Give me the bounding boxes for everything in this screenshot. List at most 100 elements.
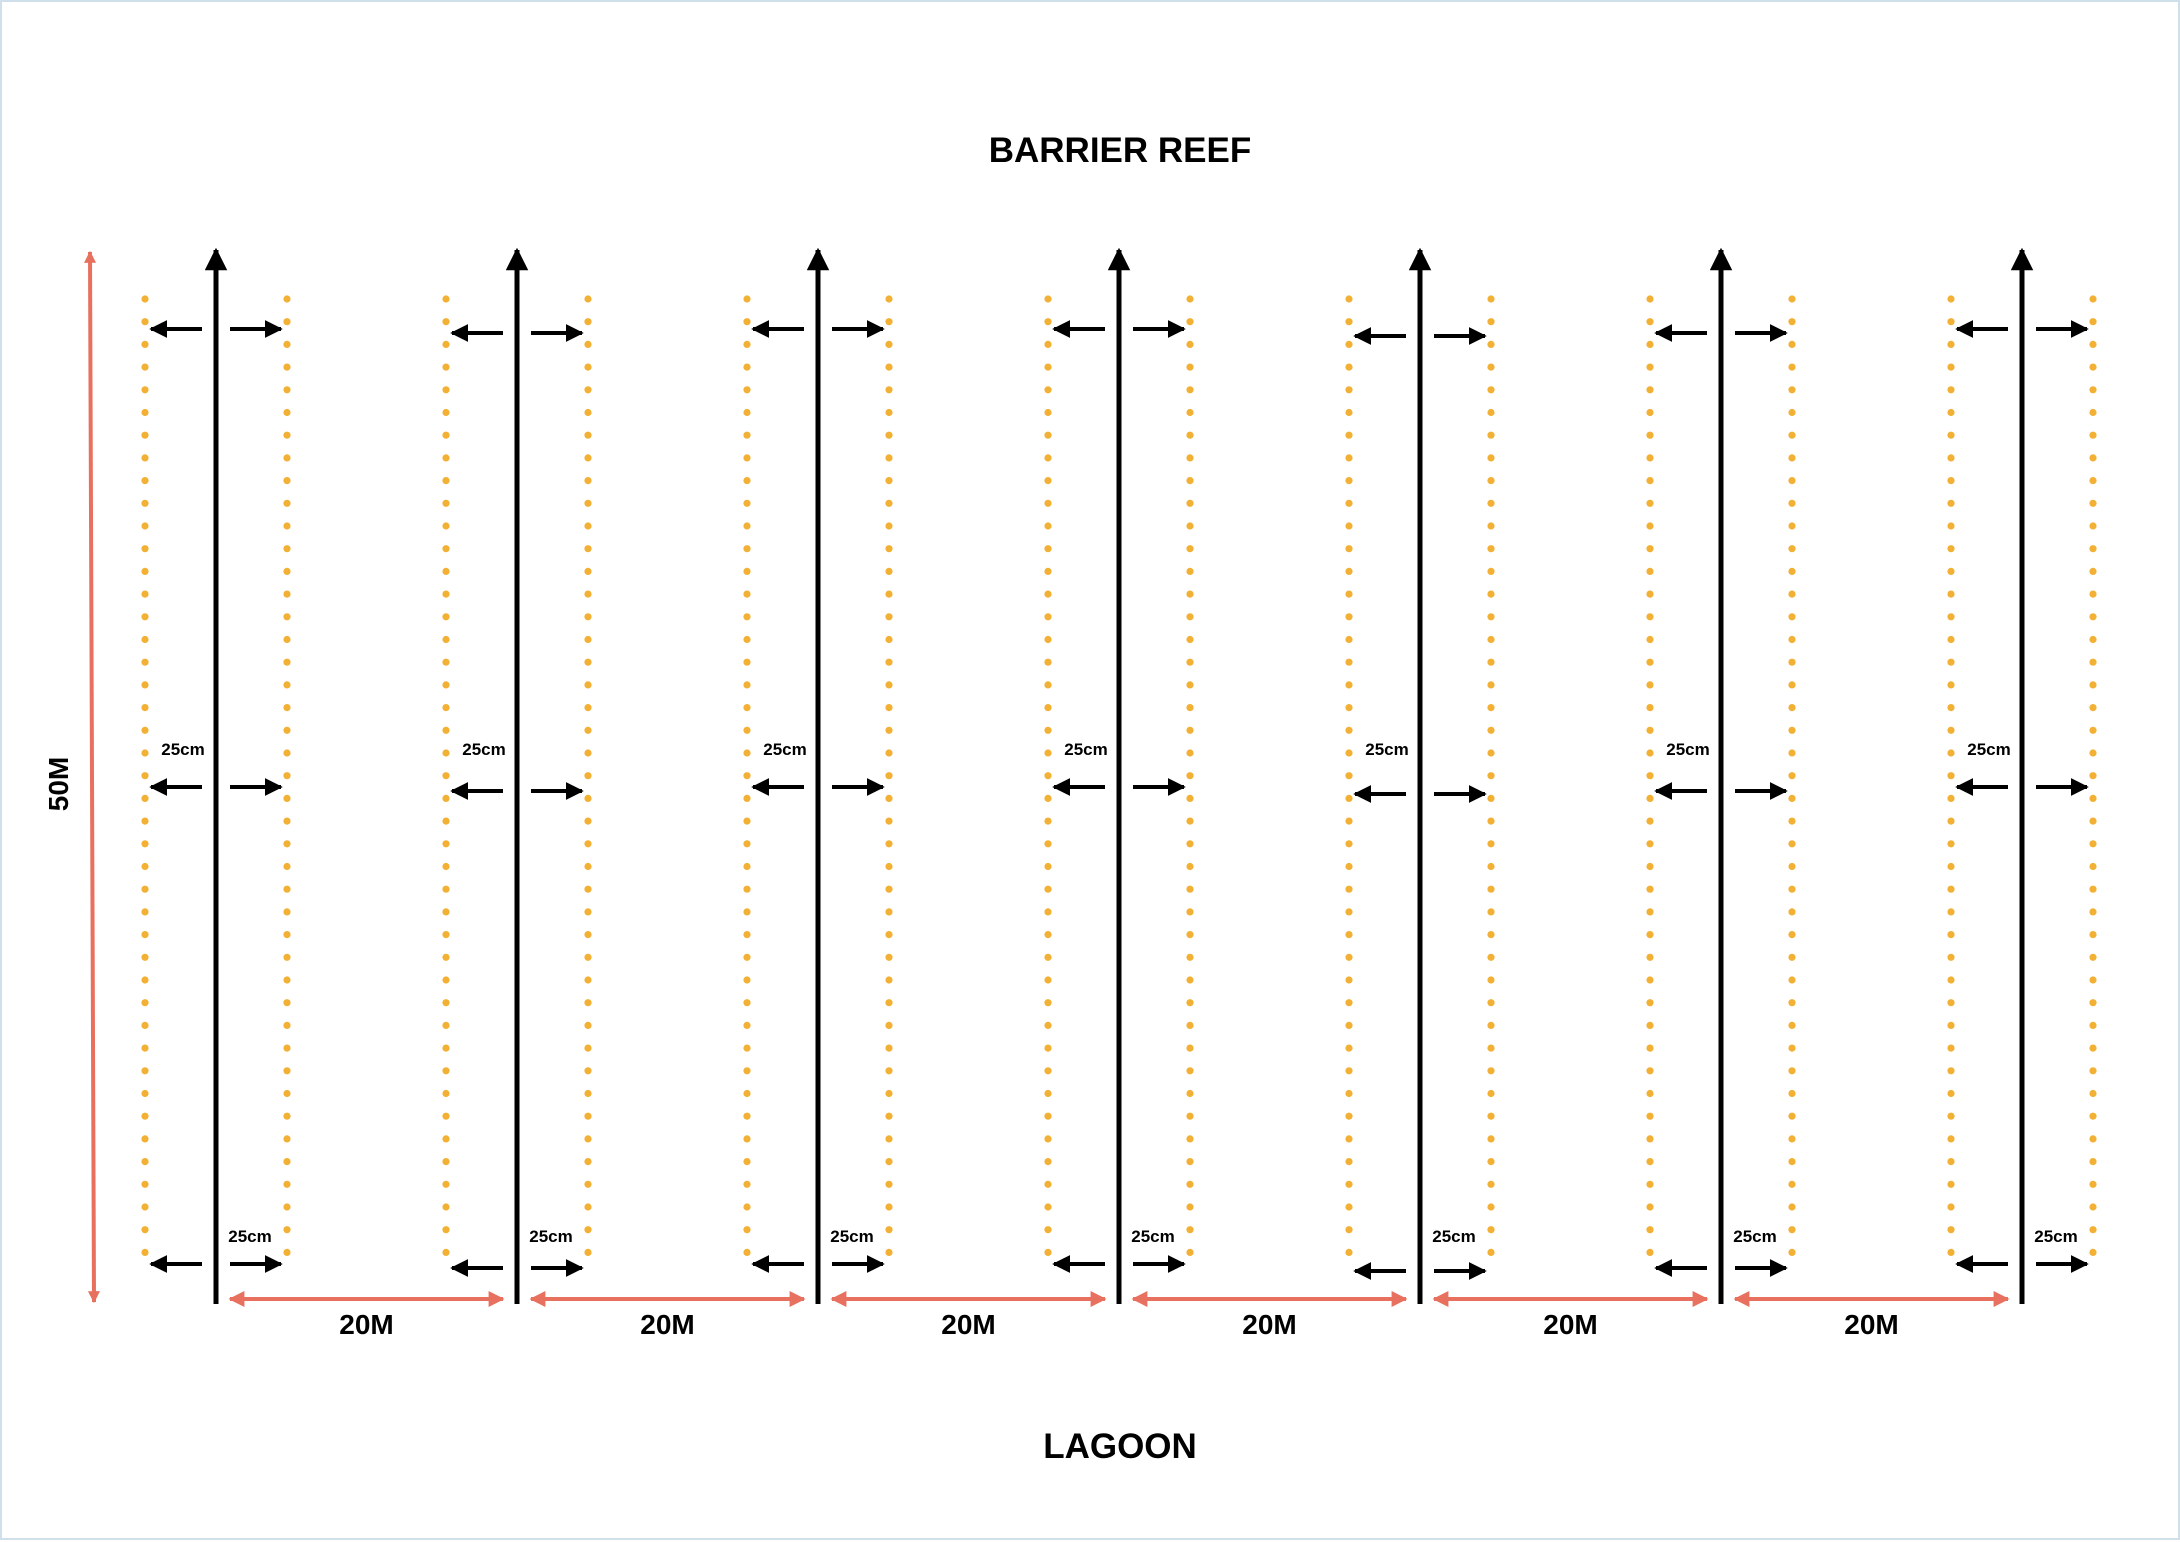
quadrat-dot xyxy=(743,885,751,893)
quadrat-dot xyxy=(442,318,450,326)
quadrat-boundary-left xyxy=(1345,295,1353,1256)
quadrat-dot xyxy=(283,953,291,961)
quadrat-dot xyxy=(1947,1248,1955,1256)
quadrat-dot xyxy=(283,318,291,326)
quadrat-dot xyxy=(1186,590,1194,598)
quadrat-dot xyxy=(885,794,893,803)
quadrat-dot xyxy=(1345,1180,1353,1188)
quadrat-dot xyxy=(1788,1112,1796,1120)
quadrat-dot xyxy=(584,1158,592,1166)
quadrat-dot xyxy=(1487,1135,1495,1143)
quadrat-dot xyxy=(1345,1044,1353,1052)
quadrat-dot xyxy=(2089,454,2097,462)
quadrat-dot xyxy=(584,772,592,780)
quadrat-dot xyxy=(1044,704,1052,712)
quadrat-dot xyxy=(283,1158,291,1166)
quadrat-dot xyxy=(141,1180,149,1188)
quadrat-dot xyxy=(1186,635,1194,644)
quadrat-boundary-right xyxy=(1487,295,1495,1256)
quadrat-dot xyxy=(1186,499,1194,507)
quadrat-dot xyxy=(1487,431,1495,439)
quadrat-dot xyxy=(442,931,450,939)
offset-label-mid: 25cm xyxy=(462,740,505,759)
quadrat-dot xyxy=(2089,658,2097,666)
spacing-dimension-label: 20M xyxy=(1543,1309,1597,1340)
quadrat-dot xyxy=(1044,908,1052,916)
quadrat-dot xyxy=(283,908,291,916)
quadrat-dot xyxy=(885,976,893,984)
spacing-dimension-label: 20M xyxy=(1242,1309,1296,1340)
quadrat-dot xyxy=(283,635,291,644)
quadrat-dot xyxy=(584,1226,592,1234)
quadrat-dot xyxy=(283,1180,291,1188)
quadrat-dot xyxy=(1646,522,1654,530)
quadrat-dot xyxy=(442,953,450,961)
quadrat-dot xyxy=(1186,681,1194,689)
quadrat-dot xyxy=(141,386,149,394)
quadrat-dot xyxy=(1044,726,1052,734)
quadrat-dot xyxy=(1186,1180,1194,1188)
quadrat-dot xyxy=(743,658,751,666)
quadrat-dot xyxy=(1788,1067,1796,1075)
quadrat-dot xyxy=(1044,613,1052,621)
quadrat-dot xyxy=(2089,318,2097,326)
quadrat-dot xyxy=(1788,1135,1796,1143)
quadrat-dot xyxy=(1044,862,1052,871)
quadrat-dot xyxy=(141,318,149,326)
quadrat-dot xyxy=(584,999,592,1007)
quadrat-dot xyxy=(283,976,291,984)
quadrat-dot xyxy=(283,862,291,871)
quadrat-dot xyxy=(1788,1248,1796,1256)
quadrat-dot xyxy=(1947,522,1955,530)
quadrat-dot xyxy=(1947,1089,1955,1098)
quadrat-dot xyxy=(1646,340,1654,348)
quadrat-dot xyxy=(141,1112,149,1120)
quadrat-dot xyxy=(442,477,450,485)
quadrat-dot xyxy=(1186,318,1194,326)
quadrat-dot xyxy=(1186,477,1194,485)
quadrat-dot xyxy=(1788,726,1796,734)
quadrat-dot xyxy=(1487,408,1495,417)
quadrat-dot xyxy=(442,999,450,1007)
quadrat-dot xyxy=(1646,1226,1654,1234)
quadrat-dot xyxy=(1947,363,1955,371)
quadrat-boundary-left xyxy=(442,295,450,1256)
quadrat-dot xyxy=(885,749,893,757)
quadrat-dot xyxy=(584,1067,592,1075)
quadrat-dot xyxy=(2089,1135,2097,1143)
quadrat-dot xyxy=(1646,817,1654,825)
quadrat-dot xyxy=(885,931,893,939)
quadrat-dot xyxy=(1487,817,1495,825)
quadrat-dot xyxy=(141,885,149,893)
quadrat-dot xyxy=(885,613,893,621)
quadrat-dot xyxy=(141,704,149,712)
quadrat-dot xyxy=(2089,976,2097,984)
quadrat-dot xyxy=(743,386,751,394)
quadrat-dot xyxy=(1044,1226,1052,1234)
quadrat-dot xyxy=(1044,681,1052,689)
quadrat-dot xyxy=(885,499,893,507)
quadrat-dot xyxy=(2089,1044,2097,1052)
quadrat-dot xyxy=(1947,931,1955,939)
quadrat-dot xyxy=(584,408,592,417)
quadrat-dot xyxy=(1044,658,1052,666)
offset-label-bottom: 25cm xyxy=(1733,1227,1776,1246)
quadrat-dot xyxy=(1646,499,1654,507)
quadrat-dot xyxy=(2089,386,2097,394)
quadrat-dot xyxy=(1788,1158,1796,1166)
quadrat-dot xyxy=(1186,726,1194,734)
quadrat-dot xyxy=(1345,454,1353,462)
quadrat-dot xyxy=(283,1021,291,1029)
quadrat-dot xyxy=(1788,295,1796,303)
quadrat-dot xyxy=(1947,1021,1955,1029)
offset-label-bottom: 25cm xyxy=(830,1227,873,1246)
quadrat-dot xyxy=(1788,363,1796,371)
quadrat-dot xyxy=(141,499,149,507)
quadrat-dot xyxy=(141,363,149,371)
quadrat-dot xyxy=(1788,635,1796,644)
length-dimension-arrow xyxy=(84,250,100,1304)
quadrat-dot xyxy=(283,1226,291,1234)
quadrat-dot xyxy=(1345,1203,1353,1211)
